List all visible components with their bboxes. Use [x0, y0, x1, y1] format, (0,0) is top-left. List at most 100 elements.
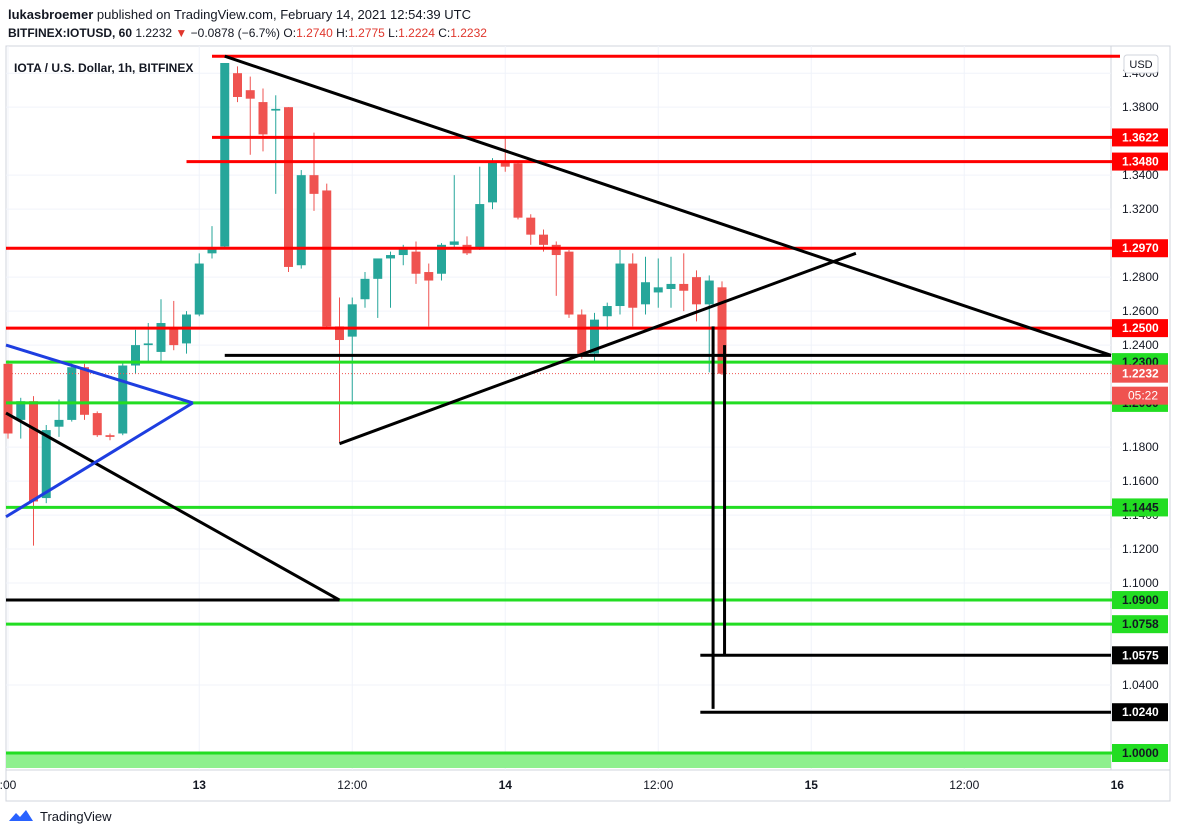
candle-body [704, 280, 714, 305]
candle [513, 161, 523, 220]
price-axis[interactable]: 1.40001.38001.34001.32001.28001.26001.24… [1112, 66, 1168, 763]
candle [564, 249, 574, 318]
candle [666, 256, 676, 308]
trendlines [5, 54, 1112, 714]
price-tag-bg [1112, 364, 1168, 383]
footer: TradingView [8, 808, 112, 824]
price-tag-bg [1112, 703, 1168, 722]
pennant-line [5, 343, 194, 405]
horizontal-levels [6, 54, 1120, 755]
candle-body [296, 175, 306, 266]
price-tag-text: 1.0900 [1122, 593, 1159, 607]
support-price-tag: 1.0000 [1112, 744, 1168, 763]
price-tag-bg [1112, 319, 1168, 338]
candle [245, 76, 255, 155]
price-tick-label: 1.0400 [1122, 678, 1159, 692]
candle-body [245, 90, 255, 99]
resistance-price-tag: 1.2970 [1112, 239, 1168, 258]
grid [6, 46, 1111, 770]
last-price: 1.2232 [135, 26, 173, 40]
candle [67, 362, 77, 422]
price-chart[interactable]: 1.40001.38001.34001.32001.28001.26001.24… [0, 0, 1179, 808]
price-tick-label: 1.3800 [1122, 100, 1159, 114]
candle-body [284, 107, 293, 267]
trendline [338, 251, 857, 446]
candle-body [692, 277, 701, 305]
candle [628, 253, 638, 327]
price-tag-text: 1.0000 [1122, 746, 1159, 760]
time-tick-label: 16 [1111, 778, 1125, 792]
candle-body [360, 278, 370, 300]
candle [16, 397, 26, 439]
price-tag-bg [1112, 646, 1168, 665]
time-tick-label: 12:00 [949, 778, 979, 792]
price-tag-text: 1.1445 [1122, 500, 1159, 514]
candle-body [92, 413, 102, 436]
price-tick-label: 1.3200 [1122, 202, 1159, 216]
resistance-price-tag: 1.3622 [1112, 128, 1168, 147]
candle [105, 433, 115, 441]
candle-body [437, 244, 446, 274]
publish-line: lukasbroemer published on TradingView.co… [8, 6, 1168, 24]
candle [156, 299, 166, 363]
author-name[interactable]: lukasbroemer [8, 7, 94, 22]
candle [41, 424, 51, 504]
candle-body [449, 241, 459, 245]
high-label: H: [336, 26, 349, 40]
price-tick-label: 1.1200 [1122, 542, 1159, 556]
trendline [224, 54, 1112, 357]
time-tick-label: 13 [193, 778, 207, 792]
price-tag-text: 1.3480 [1122, 155, 1159, 169]
price-tick-label: 1.1600 [1122, 474, 1159, 488]
candle-body [16, 401, 26, 420]
countdown-tag: 05:22 [1112, 386, 1168, 405]
resistance-price-tag: 1.3480 [1112, 152, 1168, 171]
down-arrow-icon: ▼ [175, 26, 188, 40]
high-value: 1.2775 [348, 26, 385, 40]
candle-body [347, 304, 357, 337]
candle [424, 263, 434, 327]
candle [602, 302, 612, 330]
candle-body [169, 328, 179, 346]
support-zone [6, 753, 1111, 768]
candle [3, 360, 13, 439]
currency-label: USD [1129, 59, 1152, 71]
candle-body [29, 401, 38, 502]
price-tag-bg [1112, 591, 1168, 610]
candle-body [233, 73, 242, 97]
candle [131, 329, 140, 375]
candle [118, 362, 128, 436]
candle [322, 183, 332, 329]
candle-body [398, 248, 408, 256]
time-tick-label: 12:00 [643, 778, 673, 792]
price-tag-text: 1.2232 [1122, 367, 1159, 381]
time-axis[interactable]: :00 13 12:00 14 12:00 15 12:00 16 [0, 778, 1124, 792]
target-price-tag: 1.0575 [1112, 646, 1168, 665]
candle [335, 297, 344, 442]
candle-body [500, 161, 510, 167]
candle-body [539, 234, 548, 245]
price-tick-label: 1.2600 [1122, 304, 1159, 318]
candle-body [411, 251, 421, 274]
candle [258, 88, 268, 152]
currency-button[interactable]: USD [1123, 54, 1159, 74]
chart-frame [5, 45, 1171, 802]
candle [194, 253, 204, 317]
candle-body [488, 161, 497, 203]
candle-body [67, 367, 77, 420]
candle-body [628, 263, 638, 308]
candle [653, 258, 663, 308]
candle-body [309, 175, 319, 194]
candle-body [41, 430, 51, 499]
trendline [5, 411, 341, 602]
candle [386, 251, 395, 308]
countdown-bg [1112, 386, 1168, 405]
candle-body [54, 419, 64, 427]
candle [526, 214, 536, 245]
price-tick-label: 1.2800 [1122, 270, 1159, 284]
price-tag-text: 1.2500 [1122, 321, 1159, 335]
price-tick-label: 1.1800 [1122, 440, 1159, 454]
countdown-text: 05:22 [1128, 389, 1158, 403]
candle-body [118, 365, 128, 434]
symbol-name: BITFINEX:IOTUSD, 60 [8, 26, 133, 40]
